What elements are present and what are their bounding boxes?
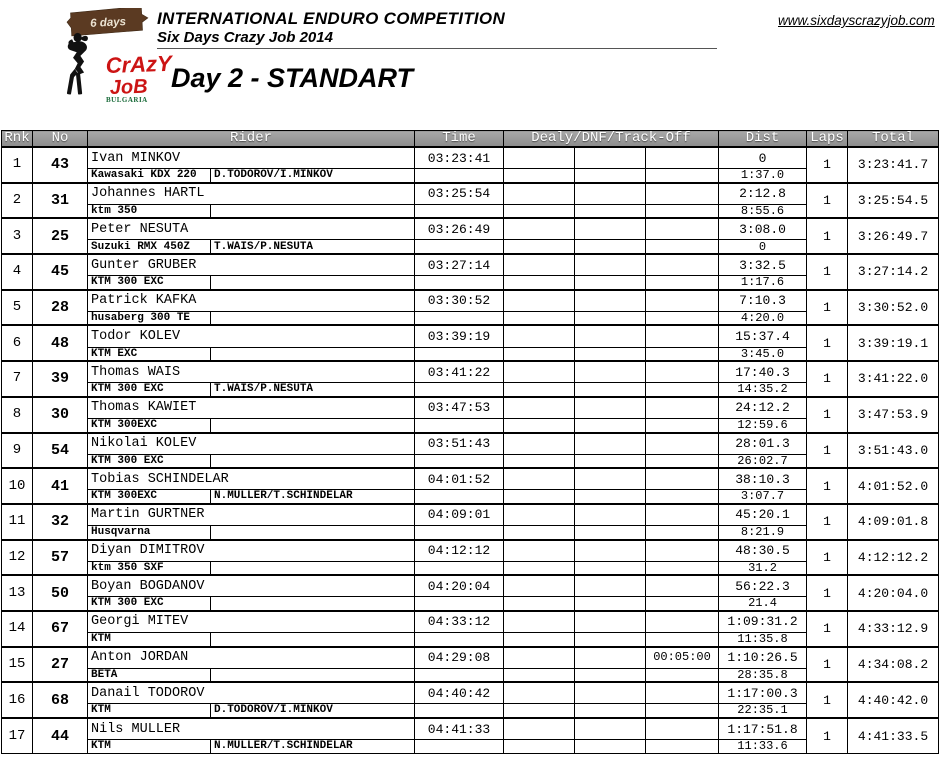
svg-text:BULGARIA: BULGARIA <box>106 96 148 104</box>
svg-text:CrAzY: CrAzY <box>105 51 174 78</box>
svg-text:6 days: 6 days <box>90 16 126 30</box>
